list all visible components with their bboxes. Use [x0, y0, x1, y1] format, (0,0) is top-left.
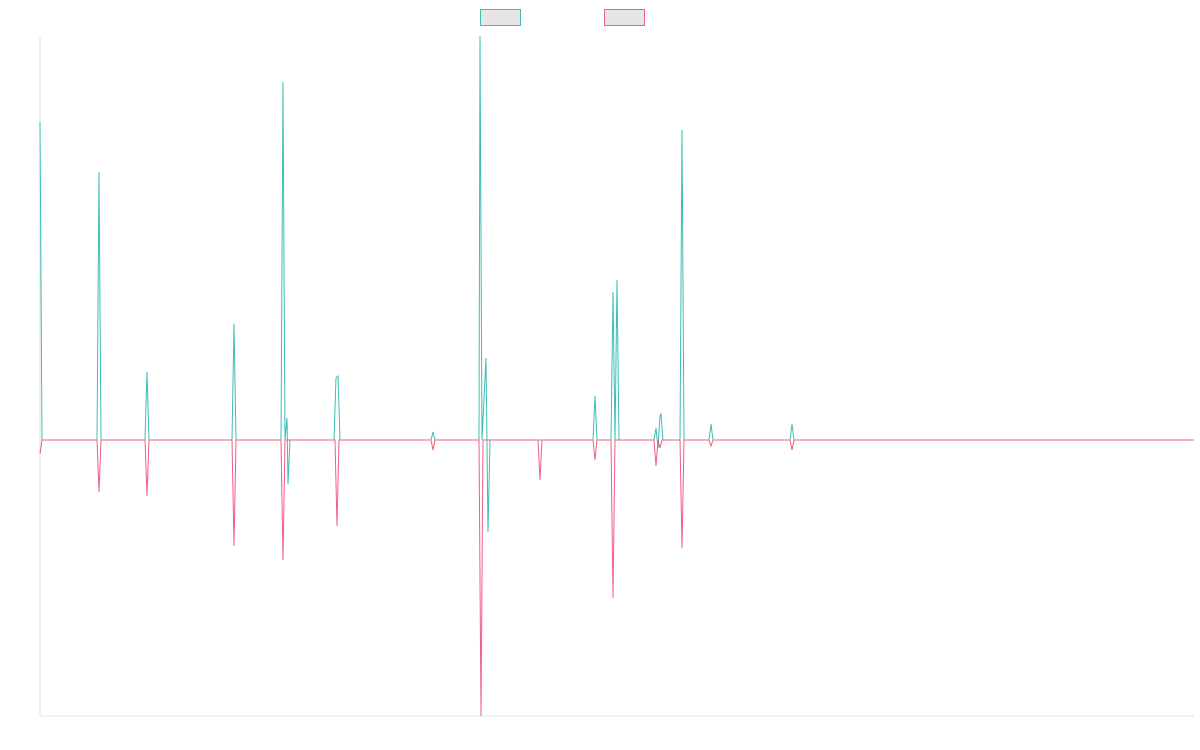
legend-swatch — [480, 9, 521, 26]
series-line — [39, 439, 1194, 717]
legend-swatch — [604, 9, 645, 26]
plot-area — [39, 35, 1194, 717]
series-line — [39, 35, 1194, 533]
legend — [480, 9, 645, 26]
